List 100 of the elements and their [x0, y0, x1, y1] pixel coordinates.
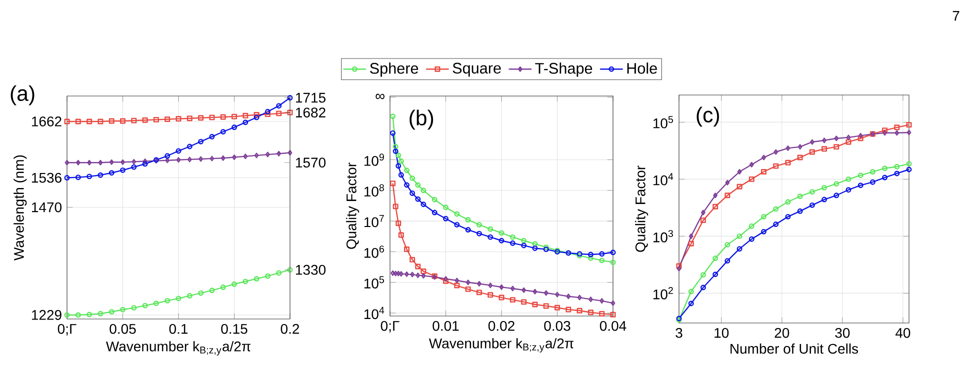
x-tick-label: 0.05 [110, 324, 136, 334]
point [834, 144, 840, 150]
point [209, 288, 215, 294]
point [882, 130, 887, 136]
point [164, 153, 170, 159]
x-tick-label: 0.03 [544, 320, 570, 331]
point [701, 210, 706, 216]
y2-tick-label: 1330 [296, 264, 326, 275]
point [465, 286, 471, 292]
y-axis-title: Quality Factor [635, 166, 648, 252]
point [176, 116, 182, 122]
y-tick-label: 10$^{3}$ [653, 230, 673, 242]
point [220, 114, 226, 120]
point [98, 160, 103, 166]
y-tick-label: 10$^{2}$ [653, 287, 673, 300]
y-axis-title: Wavelength (nm) [14, 155, 27, 260]
point [86, 174, 92, 180]
point [894, 124, 900, 130]
point [142, 117, 148, 123]
y2-tick-label: 1715 [296, 92, 326, 103]
point [186, 144, 192, 150]
point [466, 280, 470, 286]
point [264, 273, 270, 279]
point [498, 230, 504, 236]
text: (c) [696, 106, 719, 127]
point [882, 128, 888, 134]
point [882, 166, 888, 172]
point [186, 116, 192, 122]
point [488, 226, 494, 232]
point [488, 292, 494, 298]
point [834, 192, 840, 198]
point [688, 300, 694, 306]
point [724, 192, 730, 198]
point [576, 308, 582, 314]
point [220, 284, 226, 290]
point [798, 144, 802, 150]
point [510, 297, 516, 303]
text: (b) [410, 110, 434, 130]
point [499, 284, 504, 290]
point [822, 196, 827, 202]
point [142, 161, 148, 167]
x-axis-title: Wavenumber k$_{B;z,y}$a/2π [428, 338, 574, 352]
y-tick-label: 10$^{4}$ [653, 173, 674, 186]
point [600, 298, 604, 304]
point [544, 290, 548, 296]
point [75, 174, 81, 180]
point [846, 176, 852, 182]
point [894, 170, 900, 176]
point [858, 132, 863, 138]
point [131, 305, 137, 311]
point [786, 145, 790, 151]
y-tick-label: 10$^{5}$ [364, 276, 384, 288]
text: 7 [952, 11, 960, 21]
point [488, 234, 494, 240]
legend-label: T-Shape [535, 62, 592, 77]
point [410, 256, 416, 262]
point [415, 196, 421, 202]
point [724, 258, 730, 264]
point [476, 222, 482, 228]
point [761, 228, 766, 234]
point [761, 169, 766, 174]
legend-label: Hole [627, 62, 657, 74]
point [432, 196, 438, 202]
x-tick-label: 0.2 [280, 324, 300, 334]
point [748, 223, 754, 229]
point [599, 310, 605, 316]
point [120, 118, 126, 124]
point [688, 288, 694, 294]
point [396, 163, 402, 169]
point [254, 112, 260, 118]
x-tick-label: 40 [895, 328, 910, 338]
point [153, 300, 159, 306]
point [209, 114, 215, 120]
y-tick-label: 10$^{5}$ [653, 116, 673, 128]
legend-label: Sphere [370, 62, 418, 77]
point [749, 162, 754, 168]
point [254, 114, 260, 120]
point [797, 208, 803, 214]
point [736, 233, 742, 239]
y2-tick-label: 1682 [296, 108, 326, 118]
point [404, 168, 410, 174]
point [392, 148, 398, 154]
point [785, 160, 791, 166]
point [108, 309, 114, 315]
point [416, 272, 420, 278]
point [599, 258, 605, 264]
point [98, 172, 104, 178]
point [736, 246, 742, 252]
point [700, 218, 706, 224]
point [398, 158, 404, 164]
chart-title: (a) [10, 85, 34, 106]
point [198, 156, 204, 162]
point [822, 146, 827, 152]
point [785, 199, 791, 205]
point [164, 116, 170, 122]
point [554, 304, 560, 310]
point [476, 290, 482, 296]
point [242, 278, 248, 284]
point [98, 118, 104, 124]
point [404, 182, 410, 188]
